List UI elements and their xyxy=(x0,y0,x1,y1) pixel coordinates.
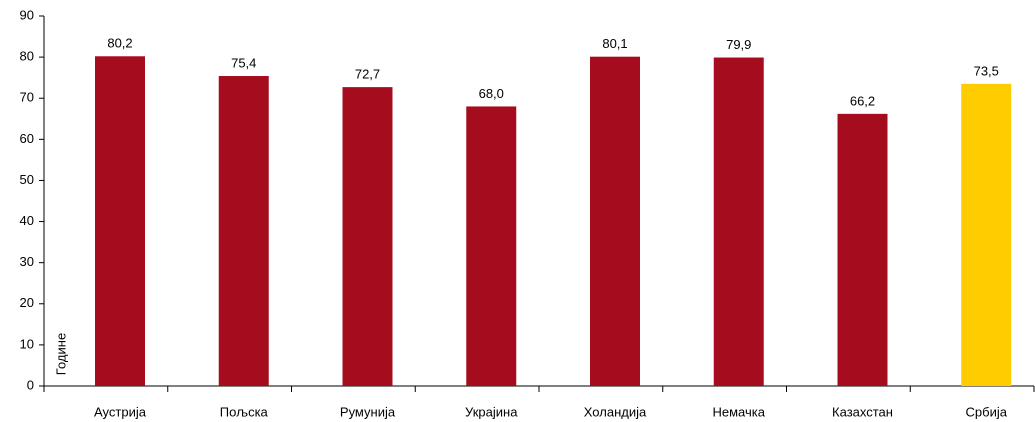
x-tick-label: Аустрија xyxy=(94,404,147,419)
bar xyxy=(218,76,269,387)
value-label: 75,4 xyxy=(231,55,256,70)
y-tick-label: 10 xyxy=(20,336,34,351)
bar xyxy=(837,113,888,386)
value-label: 80,2 xyxy=(107,36,132,51)
value-label: 68,0 xyxy=(479,86,504,101)
y-tick-label: 20 xyxy=(20,295,34,310)
bar xyxy=(342,87,393,386)
x-tick-label: Казахстан xyxy=(832,404,893,419)
y-tick-label: 30 xyxy=(20,254,34,269)
y-tick-label: 40 xyxy=(20,213,34,228)
y-tick-label: 60 xyxy=(20,131,34,146)
x-tick-label: Румунија xyxy=(340,404,396,419)
x-tick-label: Холандија xyxy=(584,404,647,419)
bar xyxy=(95,56,145,387)
x-tick-label: Пољска xyxy=(220,404,269,419)
y-tick-label: 0 xyxy=(27,377,34,392)
value-label: 66,2 xyxy=(850,93,875,108)
y-tick-label: 90 xyxy=(20,7,34,22)
value-label: 80,1 xyxy=(602,36,627,51)
y-tick-label: 50 xyxy=(20,172,34,187)
bar xyxy=(590,56,640,386)
value-label: 72,7 xyxy=(355,67,380,82)
bar xyxy=(713,57,764,387)
bar xyxy=(466,106,517,386)
value-label: 73,5 xyxy=(974,63,999,78)
bar xyxy=(961,83,1012,386)
y-tick-label: 70 xyxy=(20,90,34,105)
y-tick-label: 80 xyxy=(20,49,34,64)
x-tick-label: Србија xyxy=(966,404,1008,419)
value-label: 79,9 xyxy=(726,37,751,52)
x-tick-label: Немачка xyxy=(713,404,766,419)
y-axis-label: Године xyxy=(53,333,68,375)
x-tick-label: Украјина xyxy=(465,404,518,419)
